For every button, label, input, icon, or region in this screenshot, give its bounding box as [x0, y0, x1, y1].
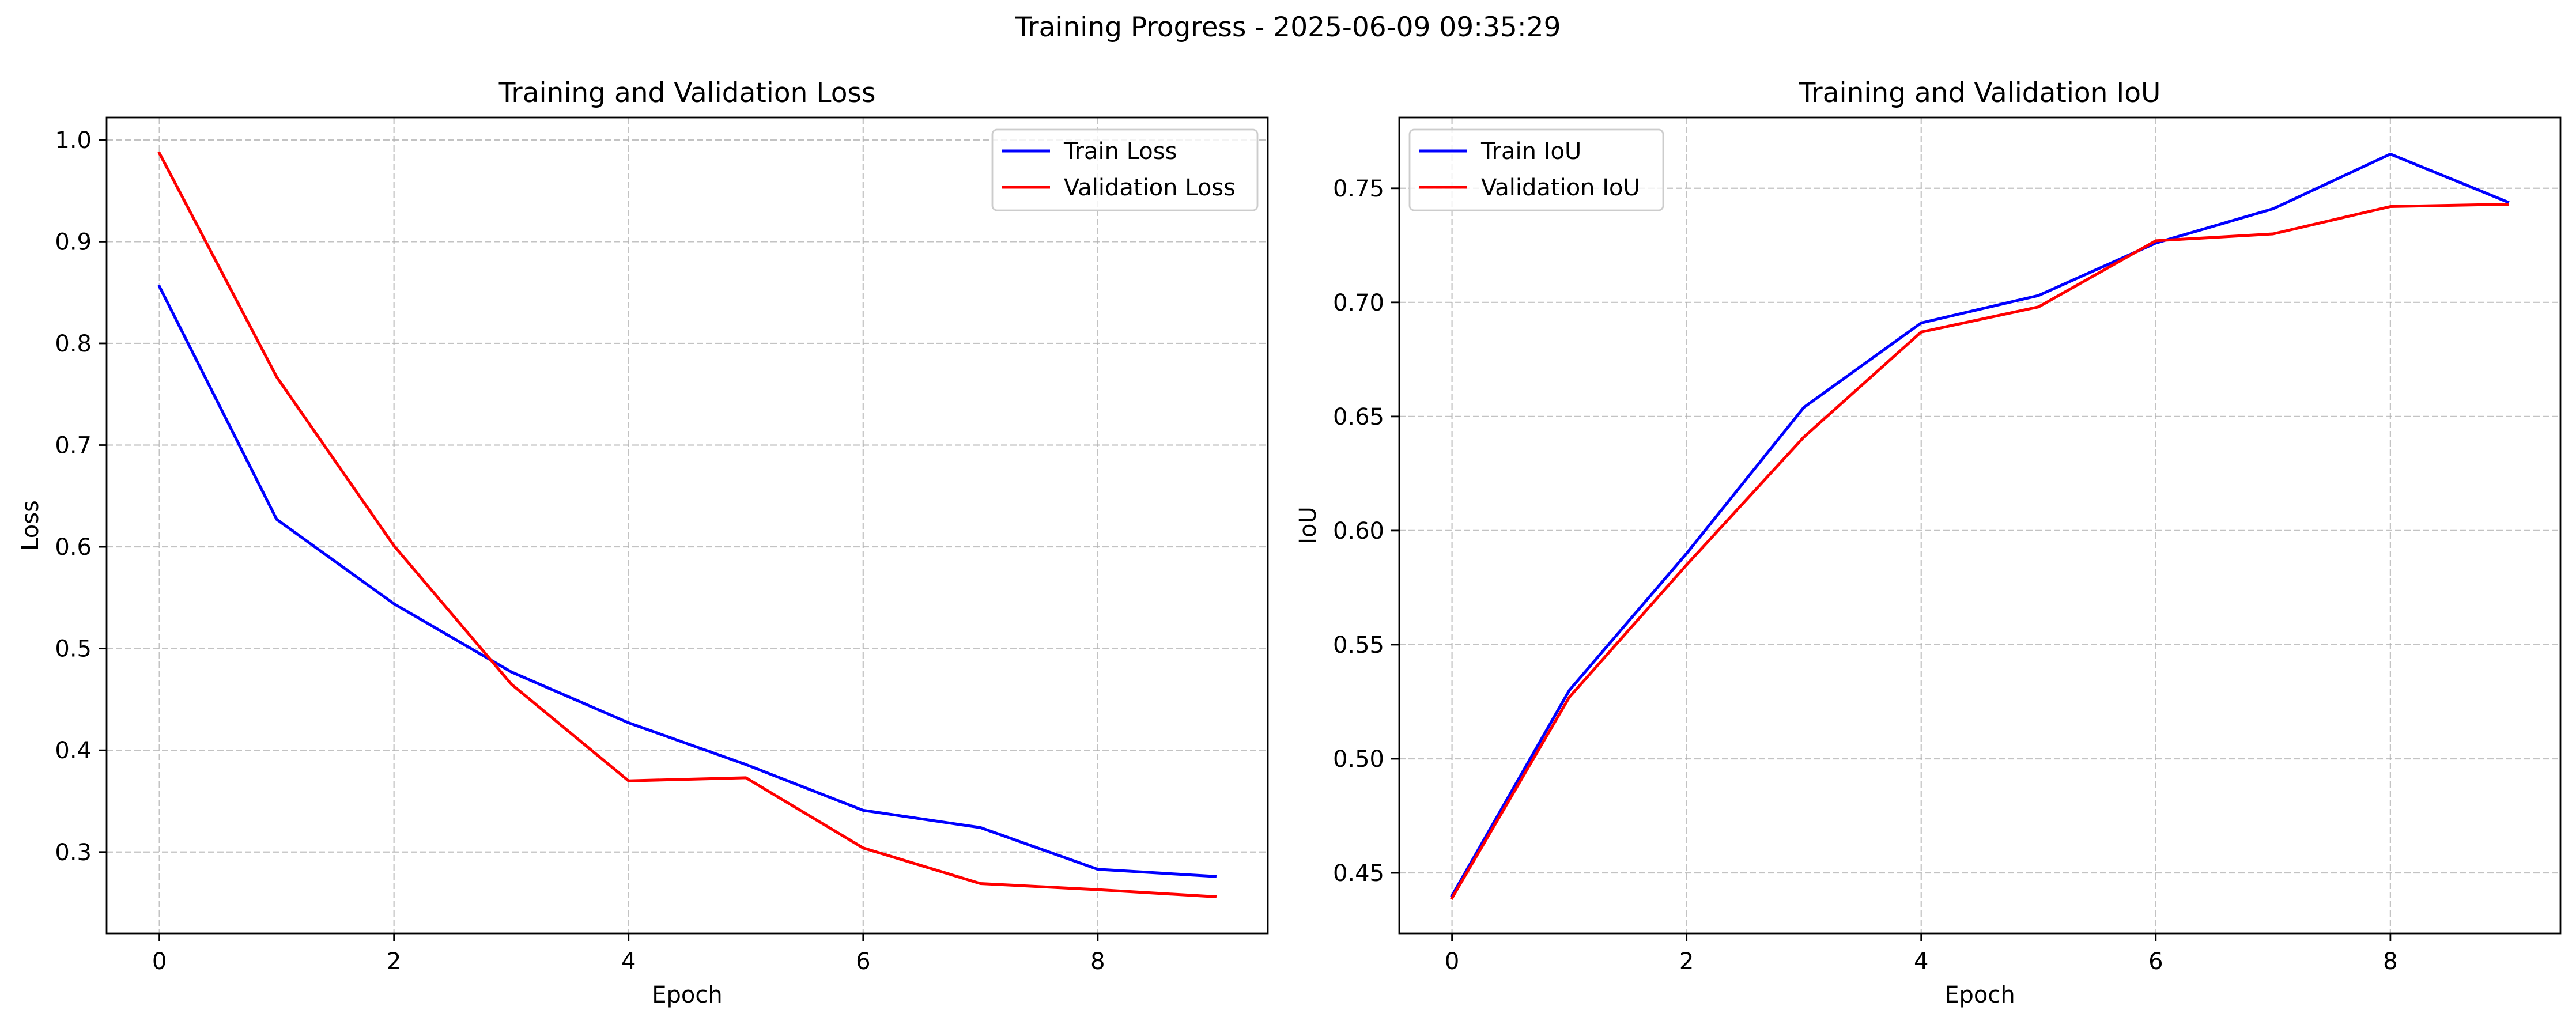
loss-x-tick-label: 8	[1090, 948, 1105, 975]
loss-y-tick-label: 0.5	[55, 636, 92, 663]
loss-y-tick-label: 1.0	[55, 127, 92, 154]
figure-suptitle: Training Progress - 2025-06-09 09:35:29	[1015, 12, 1561, 43]
loss-legend-validation-label: Validation Loss	[1064, 175, 1236, 201]
iou-x-tick-label: 8	[2383, 948, 2397, 975]
loss-chart-panel: 0 2 4 6 8 0.3 0.4 0.5 0.6 0.7 0.8 0.9 1.0 Training an…	[17, 77, 1269, 1008]
iou-x-axis-label: Epoch	[1944, 982, 2015, 1008]
loss-axes-frame	[105, 116, 1269, 935]
iou-y-tick-label: 0.60	[1333, 518, 1384, 544]
iou-x-tick-label: 6	[2148, 948, 2163, 975]
iou-legend-frame	[1408, 128, 1664, 211]
loss-y-tick-label: 0.8	[55, 331, 92, 357]
iou-axes-frame	[1398, 116, 2562, 935]
iou-train-series-line	[1450, 152, 2510, 898]
loss-x-tick-label: 0	[152, 948, 167, 975]
iou-y-tick-label: 0.75	[1333, 176, 1384, 202]
loss-y-axis-label: Loss	[17, 500, 44, 551]
loss-y-tick-label: 0.3	[55, 839, 92, 866]
loss-chart-title: Training and Validation Loss	[498, 77, 876, 109]
iou-validation-series-line	[1450, 202, 2509, 901]
iou-legend-train-label: Train IoU	[1480, 138, 1581, 165]
loss-train-series-line	[157, 284, 1217, 878]
loss-y-tick-label: 0.4	[55, 737, 92, 764]
iou-y-tick-label: 0.50	[1333, 746, 1384, 773]
iou-chart-panel: 0 2 4 6 8 0.45 0.50 0.55 0.60 0.65 0.70 0.75 Trainin…	[1295, 77, 2562, 1008]
iou-legend: Train IoU Validation IoU	[1408, 128, 1664, 211]
iou-legend-validation-label: Validation IoU	[1481, 175, 1640, 201]
loss-gridlines	[107, 118, 1268, 933]
loss-legend-train-label: Train Loss	[1063, 138, 1177, 165]
loss-x-axis-label: Epoch	[652, 982, 722, 1008]
loss-y-tick-label: 0.7	[55, 433, 92, 459]
iou-y-tick-label: 0.65	[1333, 404, 1384, 430]
iou-y-tick-label: 0.70	[1333, 290, 1384, 316]
loss-y-tick-label: 0.9	[55, 229, 92, 255]
loss-x-tick-label: 6	[856, 948, 870, 975]
iou-y-axis-label: IoU	[1295, 506, 1321, 544]
loss-y-tick-label: 0.6	[55, 534, 92, 561]
iou-gridlines	[1399, 118, 2560, 933]
loss-legend-frame	[991, 128, 1259, 211]
iou-x-tick-label: 4	[1914, 948, 1928, 975]
iou-chart-title: Training and Validation IoU	[1799, 77, 2161, 109]
iou-x-tick-label: 0	[1445, 948, 1459, 975]
loss-x-tick-label: 2	[387, 948, 401, 975]
loss-legend: Train Loss Validation Loss	[991, 128, 1259, 211]
loss-validation-series-line	[157, 151, 1217, 899]
iou-y-tick-label: 0.45	[1333, 860, 1384, 887]
iou-y-tick-label: 0.55	[1333, 632, 1384, 659]
loss-x-tick-label: 4	[621, 948, 636, 975]
iou-x-tick-label: 2	[1679, 948, 1694, 975]
